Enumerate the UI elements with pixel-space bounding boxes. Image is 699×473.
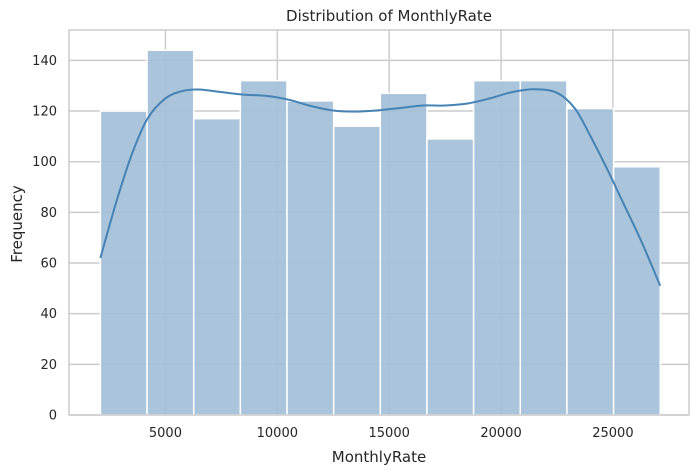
- histogram-bar-9: [472, 79, 522, 416]
- kde-curve: [99, 88, 662, 287]
- x-tick-label-2: 15000: [369, 426, 410, 441]
- x-tick-label-3: 20000: [480, 426, 521, 441]
- histogram-bar-10: [519, 79, 568, 416]
- histogram-bar-11: [566, 107, 615, 416]
- y-tick-label-7: 140: [32, 54, 57, 69]
- x-tick-label-0: 5000: [149, 426, 182, 441]
- histogram-bar-7: [379, 92, 428, 416]
- y-axis-title: Frequency: [8, 185, 26, 263]
- x-axis-title: MonthlyRate: [332, 448, 426, 466]
- histogram-bar-8: [426, 138, 475, 416]
- y-tick-label-5: 100: [32, 155, 57, 170]
- histogram-bar-4: [239, 79, 288, 416]
- histogram-bar-3: [192, 117, 242, 416]
- histogram-bars: [99, 49, 661, 416]
- y-tick-labels: 0 20 40 60 80 100 120 140: [32, 54, 57, 424]
- axes-frame: [68, 29, 690, 416]
- y-tick-label-1: 20: [40, 358, 57, 373]
- y-tick-label-0: 0: [49, 409, 57, 424]
- histogram-bar-5: [286, 100, 335, 416]
- histogram-bar-6: [332, 125, 382, 416]
- histogram-bar-2: [146, 49, 195, 416]
- x-tick-label-1: 10000: [257, 426, 298, 441]
- histogram-bar-12: [612, 166, 661, 416]
- y-tick-label-2: 40: [40, 307, 57, 322]
- y-tick-label-6: 120: [32, 105, 57, 120]
- x-tick-label-4: 25000: [592, 426, 633, 441]
- x-tick-labels: 5000 10000 15000 20000 25000: [149, 426, 634, 441]
- histogram-bar-1: [99, 110, 148, 416]
- chart-title: Distribution of MonthlyRate: [286, 7, 492, 25]
- y-tick-label-3: 60: [40, 257, 57, 272]
- y-tick-label-4: 80: [40, 206, 57, 221]
